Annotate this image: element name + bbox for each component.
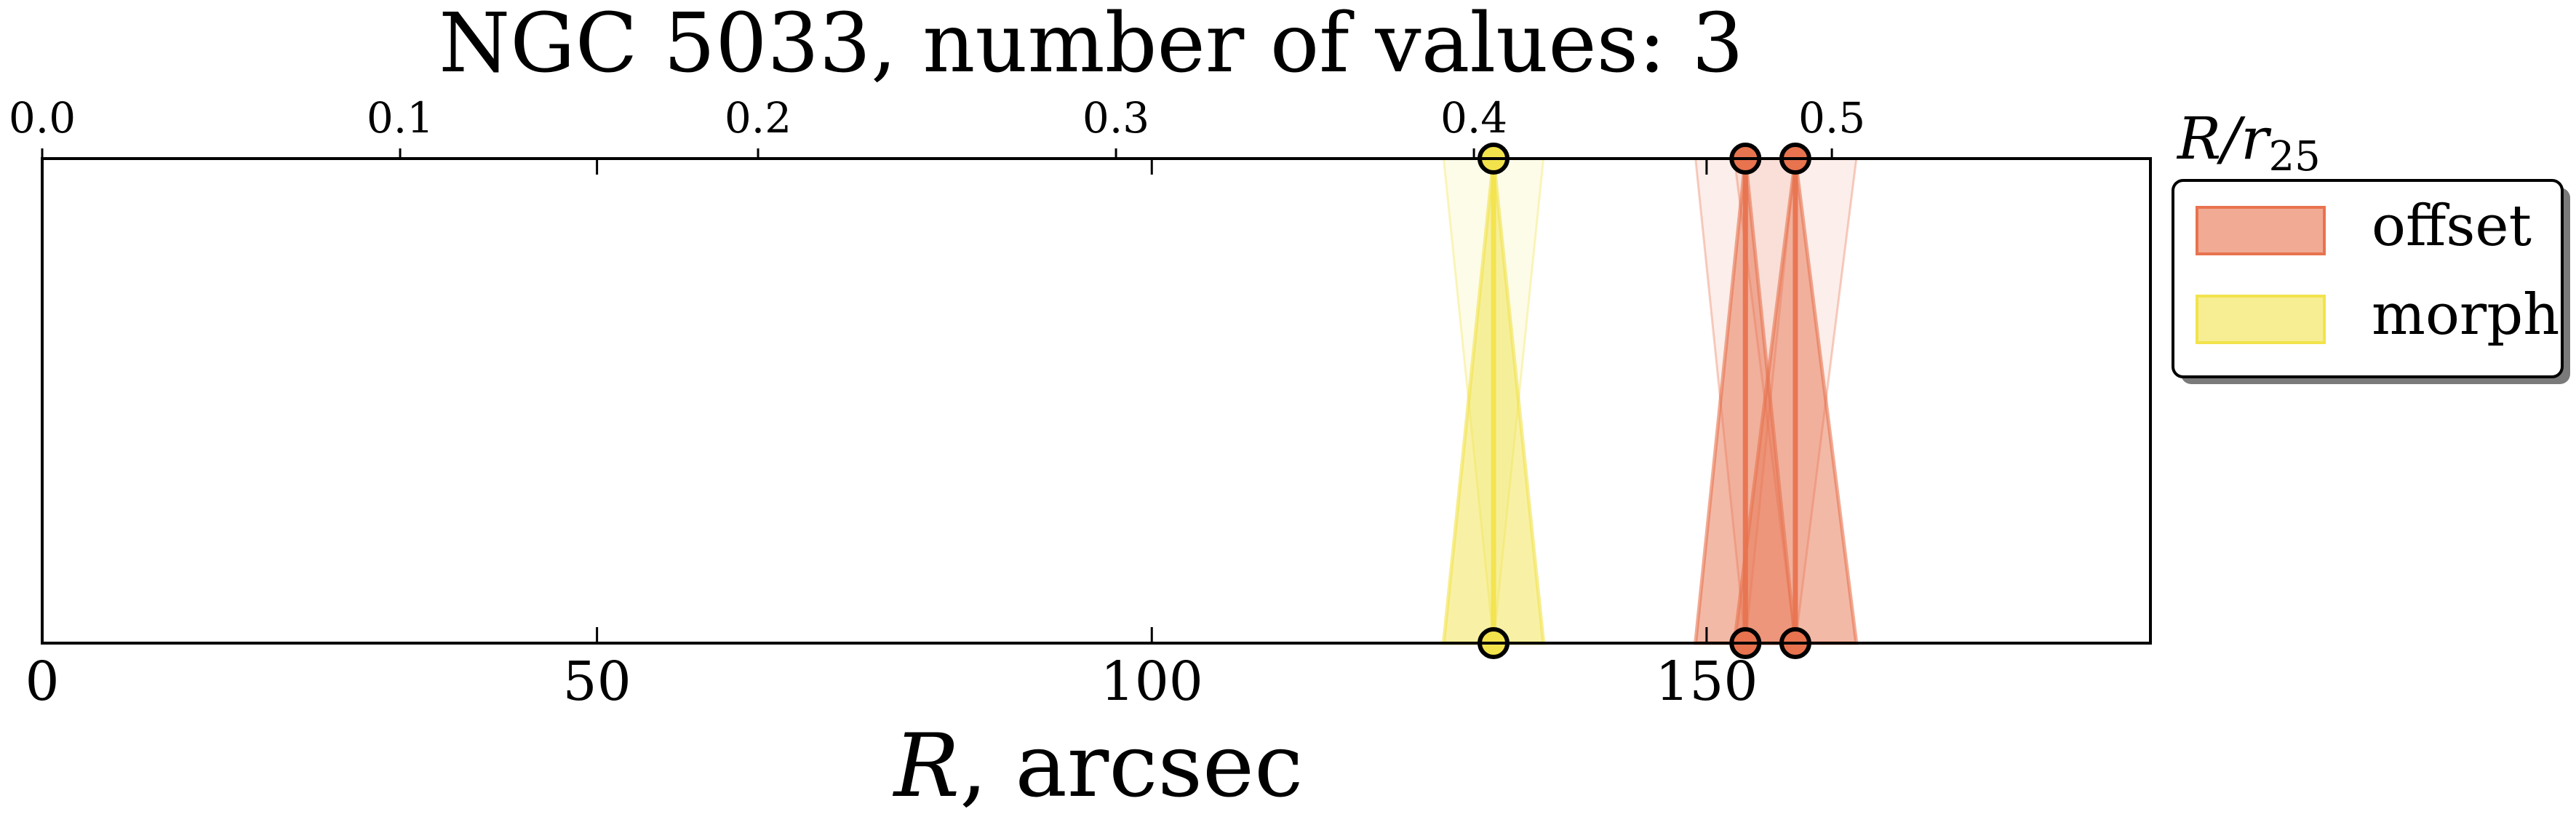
x-tick-label: 100 [1101,650,1203,713]
marker-layer [1441,143,1859,659]
x2-tick-label: 0.1 [367,93,434,143]
x-tick-label: 0 [25,650,59,713]
chart-title: NGC 5033, number of values: 3 [439,0,1743,91]
x2-tick-label: 0.2 [725,93,791,143]
x2-tick-label: 0.3 [1082,93,1149,143]
plot-area [41,157,2152,645]
x-tick-label: 150 [1655,650,1758,713]
legend-swatch-offset [2196,206,2326,255]
legend-entries: offset morph [2196,194,2559,348]
top-axis-label: R/r25 [2176,105,2321,180]
x-axis-label: R, arcsec [893,716,1304,817]
axis-ticks: 0 50 100 150 0.0 0.1 0.2 0.3 0.4 0.5 [9,93,1865,713]
legend-swatch-morph [2196,295,2326,344]
x2-tick-label: 0.4 [1440,93,1507,143]
legend-label-morph: morph [2372,282,2559,348]
x2-tick-label: 0.0 [9,93,76,143]
legend-label-offset: offset [2372,194,2532,259]
x-tick-label: 50 [563,650,631,713]
legend: offset morph [2172,179,2570,384]
x2-tick-label: 0.5 [1798,93,1865,143]
